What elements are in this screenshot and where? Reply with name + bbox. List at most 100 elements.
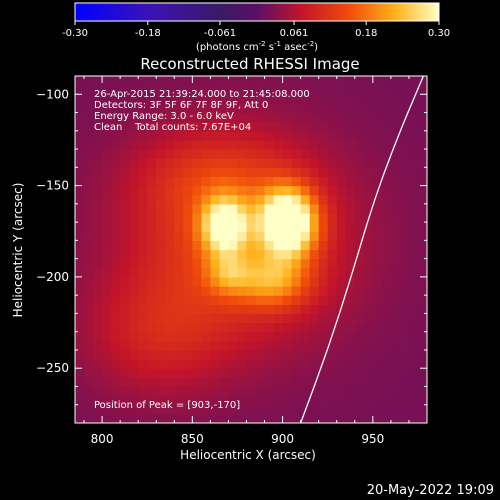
date-stamp: 20-May-2022 19:09 [367, 483, 494, 498]
heatmap-cell [219, 203, 230, 214]
heatmap-cell [165, 359, 175, 369]
heatmap-cell [138, 304, 148, 315]
heatmap-cell [210, 395, 221, 406]
heatmap-cell [228, 359, 239, 369]
heatmap-cell [417, 413, 427, 423]
heatmap-cell [183, 130, 193, 141]
heatmap-cell [102, 276, 112, 287]
heatmap-cell [381, 286, 392, 296]
heatmap-cell [309, 231, 320, 241]
heatmap-cell [210, 331, 221, 342]
heatmap-cell [219, 258, 230, 269]
heatmap-cell [264, 286, 275, 296]
heatmap-cell [201, 395, 211, 406]
heatmap-cell [381, 149, 392, 159]
heatmap-cell [264, 158, 275, 168]
annotations: 26-Apr-2015 21:39:24.000 to 21:45:08.000… [94, 89, 310, 411]
heatmap-cell [336, 395, 347, 406]
heatmap-cell [129, 304, 139, 315]
heatmap-cell [318, 249, 329, 260]
heatmap-cell [417, 139, 427, 150]
heatmap-cell [264, 167, 275, 178]
heatmap-cell [120, 386, 130, 397]
heatmap-cell [219, 212, 230, 223]
heatmap-cell [102, 76, 112, 86]
heatmap-cell [93, 395, 103, 406]
heatmap-cell [246, 121, 257, 132]
heatmap-cell [318, 121, 329, 132]
heatmap-cell [273, 295, 284, 305]
heatmap-cell [399, 404, 410, 415]
x-tick-label: 900 [271, 432, 294, 446]
y-axis-ticks: −100−150−200−250 [36, 75, 427, 406]
heatmap-cell [156, 139, 166, 150]
heatmap-cell [192, 276, 202, 287]
heatmap-cell [219, 295, 230, 305]
heatmap-cell [255, 377, 266, 388]
heatmap-cell [219, 413, 230, 423]
heatmap-cell [219, 331, 230, 342]
heatmap-cell [111, 267, 121, 278]
heatmap-cell [165, 368, 175, 378]
heatmap-cell [237, 249, 248, 260]
heatmap-cell [138, 340, 148, 351]
heatmap-cell [84, 94, 94, 104]
heatmap-cell [255, 276, 266, 287]
heatmap-cell [120, 94, 130, 104]
heatmap-cell [246, 149, 257, 159]
heatmap-cell [318, 258, 329, 269]
heatmap-cell [174, 194, 184, 205]
heatmap-cell [183, 304, 193, 315]
heatmap-cell [228, 349, 239, 360]
heatmap-cell [255, 121, 266, 132]
heatmap-cell [84, 249, 94, 260]
heatmap-cell [120, 295, 130, 305]
heatmap-cell [354, 313, 365, 324]
heatmap-cell [165, 112, 175, 123]
heatmap-cell [111, 203, 121, 214]
heatmap-cell [273, 85, 284, 95]
heatmap-cell [291, 231, 302, 241]
heatmap-cell [417, 304, 427, 315]
heatmap-cell [210, 212, 221, 223]
heatmap-cell [408, 377, 419, 388]
heatmap-cell [219, 121, 230, 132]
heatmap-cell [282, 276, 293, 287]
heatmap-cell [138, 322, 148, 333]
heatmap-cell [192, 286, 202, 296]
heatmap-cell [417, 212, 427, 223]
heatmap-cell [201, 103, 211, 114]
heatmap-cell [264, 295, 275, 305]
heatmap-cell [372, 286, 383, 296]
heatmap-cell [192, 413, 202, 423]
heatmap-cell [75, 276, 85, 287]
heatmap-cell [300, 222, 311, 232]
heatmap-cell [93, 286, 103, 296]
heatmap-cell [219, 304, 230, 315]
heatmap-cell [219, 130, 230, 141]
heatmap-cell [165, 304, 175, 315]
annotation-energy-range: Energy Range: 3.0 - 6.0 keV [94, 111, 234, 122]
heatmap-cell [327, 249, 338, 260]
heatmap-cell [318, 185, 329, 196]
heatmap-cell [102, 413, 112, 423]
heatmap-cell [156, 286, 166, 296]
heatmap-cell [228, 331, 239, 342]
heatmap-cell [255, 249, 266, 260]
heatmap-cell [174, 276, 184, 287]
heatmap-cell [282, 139, 293, 150]
heatmap-cell [363, 222, 374, 232]
heatmap-cell [399, 322, 410, 333]
heatmap-cell [381, 194, 392, 205]
heatmap-cell [111, 386, 121, 397]
heatmap-cell [84, 240, 94, 251]
heatmap-cell [246, 295, 257, 305]
heatmap-cell [291, 158, 302, 168]
heatmap-cell [147, 139, 157, 150]
heatmap-cell [192, 121, 202, 132]
heatmap-cell [417, 286, 427, 296]
heatmap-cell [345, 194, 356, 205]
heatmap-cell [201, 121, 211, 132]
heatmap-cell [183, 368, 193, 378]
heatmap-cell [327, 258, 338, 269]
